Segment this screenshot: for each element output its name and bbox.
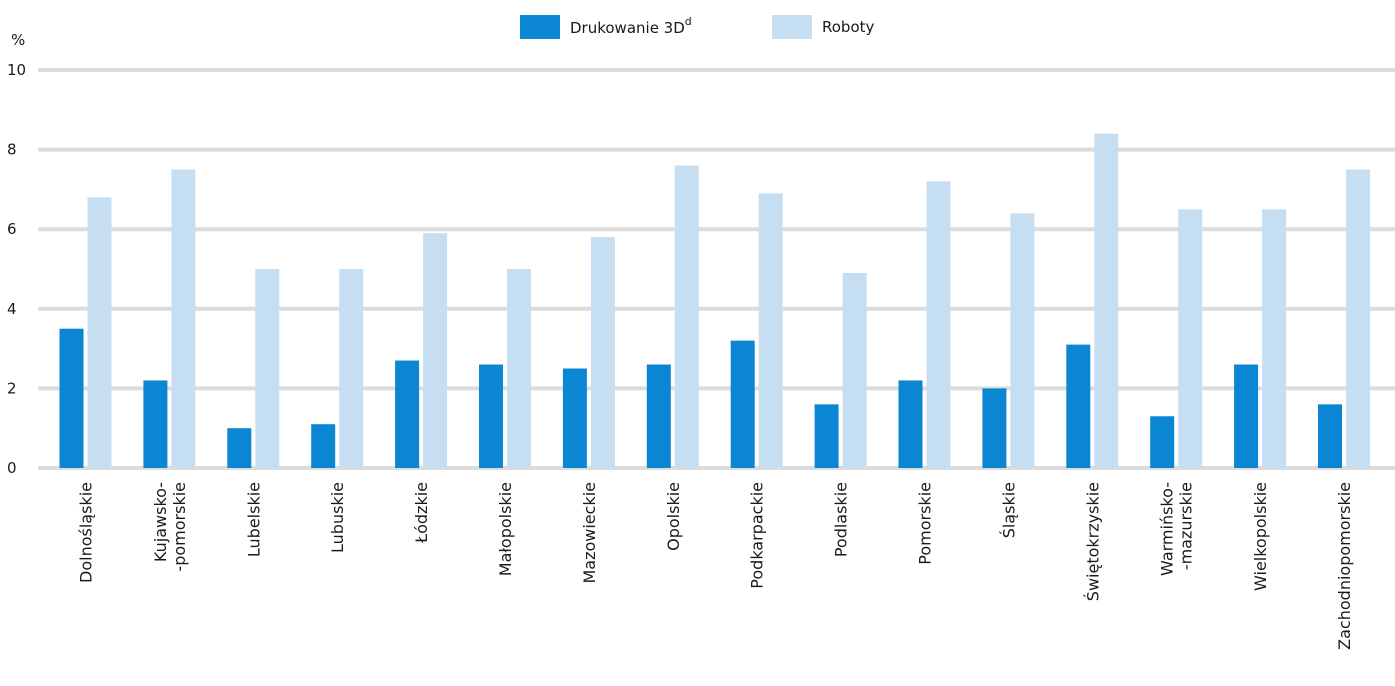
x-category-label: Świętokrzyskie [1083,482,1102,601]
bar-roboty [590,237,615,468]
x-category-label: -pomorskie [170,482,189,572]
bar-drukowanie-3d [479,364,503,468]
bar-drukowanie-3d [982,388,1007,468]
bar-roboty [339,269,364,468]
bar-drukowanie-3d [1234,364,1259,468]
x-category-label: -mazurskie [1177,482,1196,570]
bar-roboty [507,269,531,468]
bar-roboty [1094,133,1119,468]
bar-drukowanie-3d [730,340,755,468]
chart-legend: Drukowanie 3Dd Roboty [0,14,1395,40]
bar-roboty [758,193,783,468]
x-axis-labels: Dolnośląskie Kujawsko- -pomorskie Lubelskie… [77,482,1355,650]
bar-drukowanie-3d [395,360,420,468]
x-category-label: Mazowieckie [580,482,599,584]
bar-drukowanie-3d [143,380,168,468]
y-axis-unit: % [11,31,25,49]
x-category-label: Łódzkie [412,482,431,544]
bar-drukowanie-3d [898,380,923,468]
x-category-label: Wielkopolskie [1251,482,1270,591]
x-category-label: Kujawsko- [151,482,170,562]
legend-item-roboty: Roboty [772,14,874,40]
legend-item-drukowanie-3d: Drukowanie 3Dd [520,14,692,40]
bar-roboty [171,169,196,468]
bars [59,133,1370,469]
x-category-label: Dolnośląskie [77,482,96,583]
bar-drukowanie-3d [814,404,839,468]
bar-drukowanie-3d [1318,404,1342,468]
bar-drukowanie-3d [1066,344,1091,468]
bar-roboty [674,165,699,468]
y-axis-ticks: 0 2 4 6 8 10 [7,61,26,477]
x-category-label: Zachodniopomorskie [1335,482,1354,650]
legend-swatch-drukowanie-3d [520,15,560,39]
x-category-label: Opolskie [664,482,683,551]
y-tick-label: 10 [7,61,26,79]
legend-label-roboty: Roboty [822,18,875,36]
bar-roboty [255,269,280,468]
bar-drukowanie-3d [562,368,587,468]
bar-roboty [87,197,112,469]
bar-roboty [1346,169,1370,468]
x-category-label: Małopolskie [496,482,515,576]
bar-drukowanie-3d [59,328,84,468]
bar-roboty [1262,209,1287,469]
bar-roboty [842,272,867,468]
y-tick-label: 0 [7,459,17,477]
bar-roboty [423,233,448,468]
bar-drukowanie-3d [1150,416,1175,468]
bar-drukowanie-3d [227,428,252,468]
legend-label-drukowanie-3d: Drukowanie 3Dd [570,15,692,37]
bar-drukowanie-3d [311,424,336,468]
x-category-label: Warmińsko- [1158,482,1177,576]
bar-drukowanie-3d [646,364,671,468]
x-category-label: Podkarpackie [748,482,767,589]
x-category-label: Pomorskie [916,482,935,565]
y-tick-label: 8 [7,141,17,159]
legend-swatch-roboty [772,15,812,39]
y-tick-label: 6 [7,220,17,238]
bar-roboty [1178,209,1203,469]
bar-roboty [1010,213,1035,468]
y-tick-label: 2 [7,379,17,397]
x-category-label: Lubuskie [328,482,347,553]
y-tick-label: 4 [7,300,17,318]
x-category-label: Śląskie [999,482,1018,538]
x-category-label: Lubelskie [244,482,263,557]
bar-roboty [926,181,951,468]
x-category-label: Podlaskie [832,482,851,557]
